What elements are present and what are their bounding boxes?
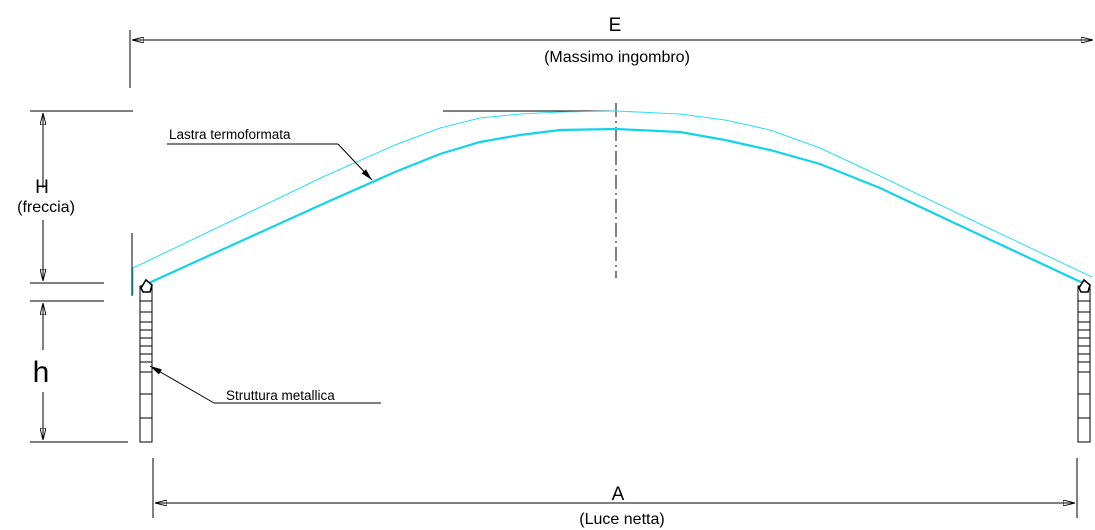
right-post — [1077, 278, 1091, 443]
left-post-clamp — [140, 278, 153, 293]
dimension-e: E (Massimo ingombro) — [129, 15, 1093, 88]
right-post-clamp — [1078, 278, 1091, 293]
callout-sheet-leader — [337, 143, 373, 181]
right-post-body — [1077, 299, 1091, 443]
dimension-h-post: h — [30, 300, 128, 443]
callout-sheet-label: Lastra termoformata — [169, 127, 291, 142]
dimension-e-letter: E — [609, 15, 622, 36]
left-post-body — [139, 299, 153, 443]
dimension-a-letter: A — [612, 484, 625, 505]
dimension-post-letter: h — [33, 356, 50, 389]
dimension-a-note: (Luce netta) — [579, 511, 664, 528]
arch-outer-edge — [132, 110, 1093, 278]
left-post-ribs — [140, 311, 152, 419]
dimension-h-rise: H (freccia) — [17, 110, 133, 284]
arch-inner-edge — [139, 127, 1084, 289]
dimension-h-note: (freccia) — [17, 199, 75, 216]
callout-structure-label: Struttura metallica — [226, 388, 335, 403]
dimension-h-letter: H — [35, 177, 49, 198]
callout-structure-leader — [149, 365, 215, 404]
arch-sheet — [131, 110, 1093, 296]
dimension-e-note: (Massimo ingombro) — [544, 49, 690, 66]
left-post — [139, 278, 153, 443]
right-post-ribs — [1078, 311, 1090, 419]
dimension-a: A (Luce netta) — [152, 458, 1078, 528]
callout-structure: Struttura metallica — [149, 365, 381, 404]
callout-sheet: Lastra termoformata — [167, 127, 373, 181]
